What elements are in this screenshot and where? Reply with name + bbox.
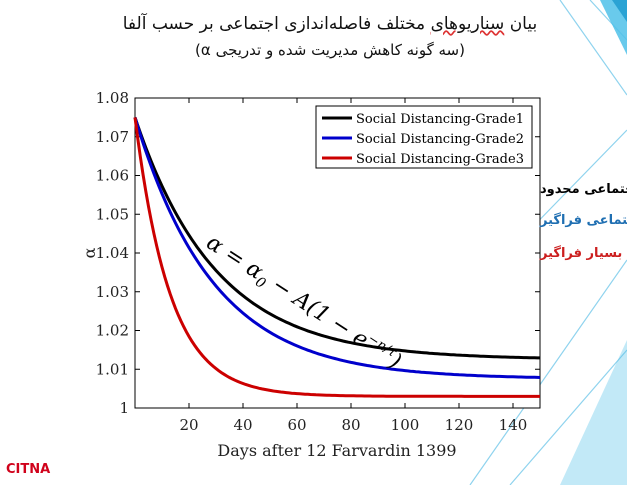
citna-logo: CITNA (6, 462, 51, 477)
series-group (133, 116, 541, 398)
series-line-grade1 (133, 116, 540, 360)
x-tick-label: 100 (391, 416, 420, 434)
decor-line (509, 349, 627, 485)
x-tick-label: 80 (341, 416, 360, 434)
decor-triangle (560, 340, 627, 485)
y-tick-label: 1.07 (96, 128, 129, 146)
note-grade3: ۳- ایجاد فاصله اجتماعی بسیار فراگیر (539, 245, 627, 261)
decor-triangle (600, 0, 627, 55)
y-axis-label: α (80, 247, 99, 258)
y-tick-label: 1 (119, 399, 129, 417)
x-tick-label: 20 (179, 416, 198, 434)
y-tick-label: 1.03 (96, 283, 129, 301)
x-tick-label: 40 (233, 416, 252, 434)
title-part: بیان (504, 14, 538, 34)
note-grade1: ۱- ایجاد فاصله اجتماعی محدود (540, 182, 627, 197)
decor-triangle (612, 0, 627, 22)
legend-label: Social Distancing-Grade2 (356, 132, 524, 147)
legend-label: Social Distancing-Grade1 (356, 112, 524, 127)
slide-title: بیان سناریوهای مختلف فاصله‌اندازی اجتماع… (120, 12, 540, 36)
title-underlined-word: سناریوهای (430, 14, 505, 34)
x-axis-label: Days after 12 Farvardin 1399 (217, 441, 456, 460)
legend-label: Social Distancing-Grade3 (356, 152, 524, 167)
y-tick-label: 1.04 (96, 244, 129, 262)
slide-subtitle: (سه گونه کاهش مدیریت شده و تدریجی α) (195, 41, 465, 59)
y-tick-label: 1.05 (96, 205, 129, 223)
x-tick-label: 140 (499, 416, 528, 434)
x-tick-label: 60 (287, 416, 306, 434)
decor-line (559, 0, 627, 96)
y-tick-label: 1.08 (96, 89, 129, 107)
legend: Social Distancing-Grade1 Social Distancin… (315, 105, 533, 169)
y-tick-label: 1.02 (96, 322, 129, 340)
series-line-grade3 (133, 117, 540, 398)
series-line-grade2 (133, 116, 541, 379)
x-tick-label: 120 (445, 416, 474, 434)
y-tick-label: 1.06 (96, 167, 129, 185)
axis-ticks: 20 40 60 80 100 120 140 1 1.01 1.02 1.03 1.04 1.05 1.… (96, 89, 540, 434)
decor-line (469, 259, 627, 485)
title-part: مختلف فاصله‌اندازی اجتماعی بر حسب آلفا (122, 14, 431, 34)
y-tick-label: 1.01 (96, 360, 129, 378)
note-grade2: ۲- ایجاد فاصله اجتماعی فراگیر (539, 212, 627, 228)
